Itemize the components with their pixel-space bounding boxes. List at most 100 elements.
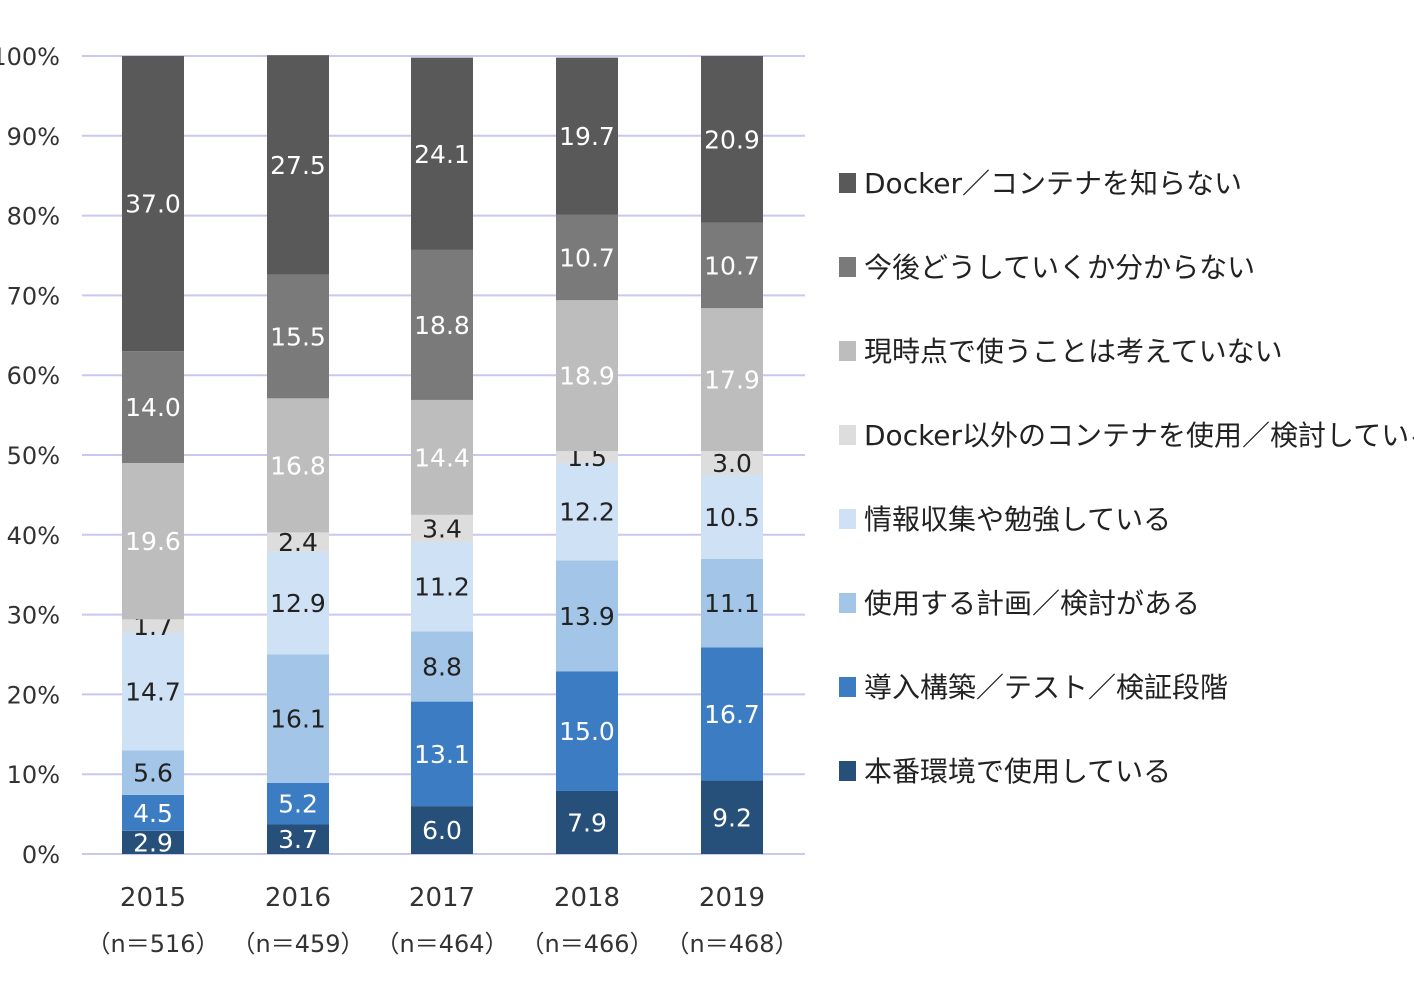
data-label: 13.9 (559, 602, 615, 631)
x-category-label: 2016 (265, 883, 331, 913)
bar-segment (556, 790, 618, 854)
legend-label: 使用する計画／検討がある (864, 587, 1200, 620)
legend-label: 情報収集や勉強している (864, 503, 1171, 536)
legend-swatch (839, 509, 856, 529)
data-label: 18.8 (414, 311, 470, 340)
bar-segment (411, 541, 473, 632)
legend-label: 現時点で使うことは考えていない (864, 335, 1283, 368)
data-label: 10.5 (704, 503, 760, 532)
bar-segment (556, 462, 618, 561)
bar-segment (556, 300, 618, 452)
data-label: 15.0 (559, 717, 615, 746)
data-label: 5.6 (133, 759, 173, 788)
x-category-sublabel: （n＝516） (86, 930, 219, 958)
x-category-label: 2017 (409, 883, 475, 913)
legend-swatch (839, 677, 856, 697)
bar-segment (411, 631, 473, 702)
bar-segment (267, 398, 329, 533)
legend-swatch (839, 173, 856, 193)
legend-swatch (839, 425, 856, 445)
bar-segment (556, 560, 618, 672)
data-label: 17.9 (704, 366, 760, 395)
y-tick-label: 30% (7, 602, 60, 630)
bar-segment (556, 451, 618, 463)
bar-segment (411, 701, 473, 807)
data-label: 2.9 (133, 828, 173, 857)
data-label: 15.5 (270, 322, 326, 351)
data-label: 11.2 (414, 573, 470, 602)
bar-segment (122, 462, 184, 620)
legend-swatch (839, 593, 856, 613)
x-category-sublabel: （n＝459） (231, 930, 364, 958)
bar-segment (122, 351, 184, 463)
x-category-sublabel: （n＝468） (665, 930, 798, 958)
y-tick-label: 100% (0, 43, 60, 71)
y-tick-label: 90% (7, 123, 60, 151)
y-tick-label: 70% (7, 282, 60, 310)
bar-segment (122, 56, 184, 352)
bar-segment (701, 56, 763, 223)
x-category-label: 2019 (699, 883, 765, 913)
data-label: 3.4 (422, 514, 462, 543)
bar-segment (701, 308, 763, 452)
bar-segment (122, 794, 184, 831)
bar-segment (411, 399, 473, 515)
bar-segment (122, 750, 184, 795)
bar-segment (701, 558, 763, 648)
data-label: 10.7 (704, 251, 760, 280)
bar-segment (122, 632, 184, 751)
bar-segment (701, 451, 763, 475)
legend-swatch (839, 341, 856, 361)
data-label: 7.9 (567, 808, 607, 837)
x-category-sublabel: （n＝466） (520, 930, 653, 958)
bar-segment (701, 222, 763, 309)
x-category-label: 2018 (554, 883, 620, 913)
y-tick-label: 50% (7, 442, 60, 470)
y-tick-label: 0% (22, 841, 60, 869)
data-label: 9.2 (712, 803, 752, 832)
data-label: 3.7 (278, 825, 318, 854)
data-label: 10.7 (559, 243, 615, 272)
legend-label: Docker以外のコンテナを使用／検討している (864, 419, 1414, 452)
data-label: 16.8 (270, 451, 326, 480)
bar-segment (701, 647, 763, 781)
legend-swatch (839, 257, 856, 277)
data-label: 27.5 (270, 151, 326, 180)
bar-segment (267, 55, 329, 275)
y-tick-label: 40% (7, 522, 60, 550)
data-label: 16.7 (704, 700, 760, 729)
data-label: 14.7 (125, 678, 181, 707)
bar-segment (701, 474, 763, 559)
bar-segment (122, 619, 184, 633)
legend-label: 本番環境で使用している (864, 755, 1171, 788)
bar-segment (411, 249, 473, 400)
y-tick-label: 60% (7, 362, 60, 390)
bar-segment (267, 824, 329, 854)
legend-label: Docker／コンテナを知らない (864, 167, 1242, 200)
data-label: 12.9 (270, 589, 326, 618)
bar-segment (267, 532, 329, 552)
legend-label: 今後どうしていくか分からない (864, 251, 1255, 284)
bar-segment (267, 654, 329, 783)
bar-segment (267, 274, 329, 399)
bar-segment (267, 551, 329, 655)
bar-segment (556, 57, 618, 215)
data-label: 37.0 (125, 190, 181, 219)
bar-segment (411, 514, 473, 542)
bar-segment (411, 57, 473, 250)
data-label: 18.9 (559, 362, 615, 391)
data-label: 14.4 (414, 443, 470, 472)
data-label: 19.7 (559, 122, 615, 151)
data-label: 16.1 (270, 705, 326, 734)
data-label: 2.4 (278, 528, 318, 557)
data-label: 14.0 (125, 393, 181, 422)
y-tick-label: 10% (7, 761, 60, 789)
bar-segment (122, 830, 184, 854)
legend-label: 導入構築／テスト／検証段階 (864, 671, 1228, 704)
x-category-sublabel: （n＝464） (375, 930, 508, 958)
bar-segment (556, 214, 618, 301)
y-tick-label: 20% (7, 681, 60, 709)
data-label: 13.1 (414, 740, 470, 769)
